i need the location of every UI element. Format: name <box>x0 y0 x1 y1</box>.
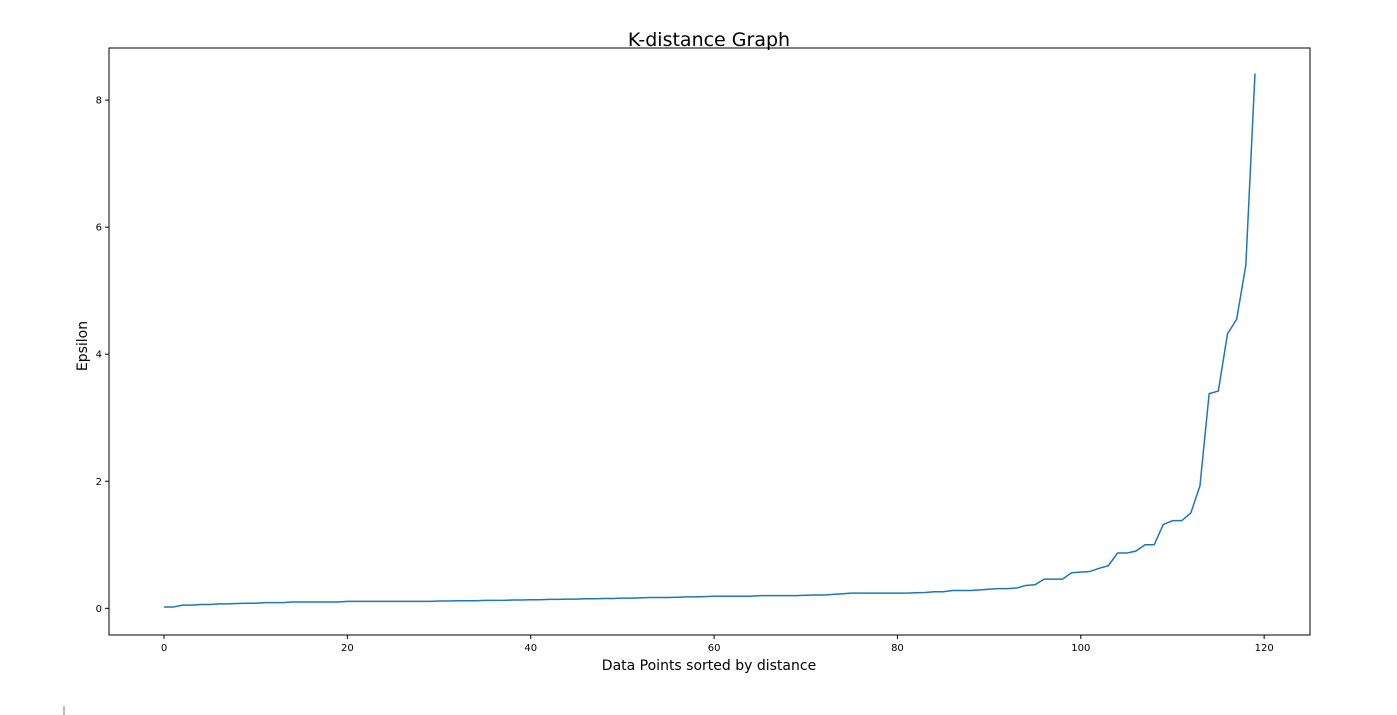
x-tick-label: 0 <box>161 643 167 654</box>
y-tick-label: 0 <box>96 604 102 615</box>
x-tick-label: 40 <box>524 643 537 654</box>
chart-title: K-distance Graph <box>628 29 790 51</box>
y-axis-ticks: 0 2 4 6 8 <box>96 96 109 615</box>
y-tick-label: 4 <box>96 350 102 361</box>
cell-resize-marker <box>63 706 65 715</box>
x-tick-label: 20 <box>341 643 354 654</box>
y-tick-label: 8 <box>96 96 102 107</box>
x-tick-label: 100 <box>1071 643 1090 654</box>
x-tick-label: 120 <box>1255 643 1274 654</box>
plot-area-frame <box>108 47 1311 636</box>
k-distance-line <box>164 73 1256 608</box>
x-axis-label: Data Points sorted by distance <box>602 658 816 674</box>
y-axis-label: Epsilon <box>75 321 91 371</box>
y-tick-label: 6 <box>96 223 102 234</box>
x-tick-label: 60 <box>708 643 721 654</box>
y-tick-label: 2 <box>96 477 102 488</box>
x-tick-label: 80 <box>891 643 904 654</box>
x-axis-ticks: 0 20 40 60 80 100 120 <box>161 635 1274 654</box>
plot-lines <box>164 73 1256 608</box>
